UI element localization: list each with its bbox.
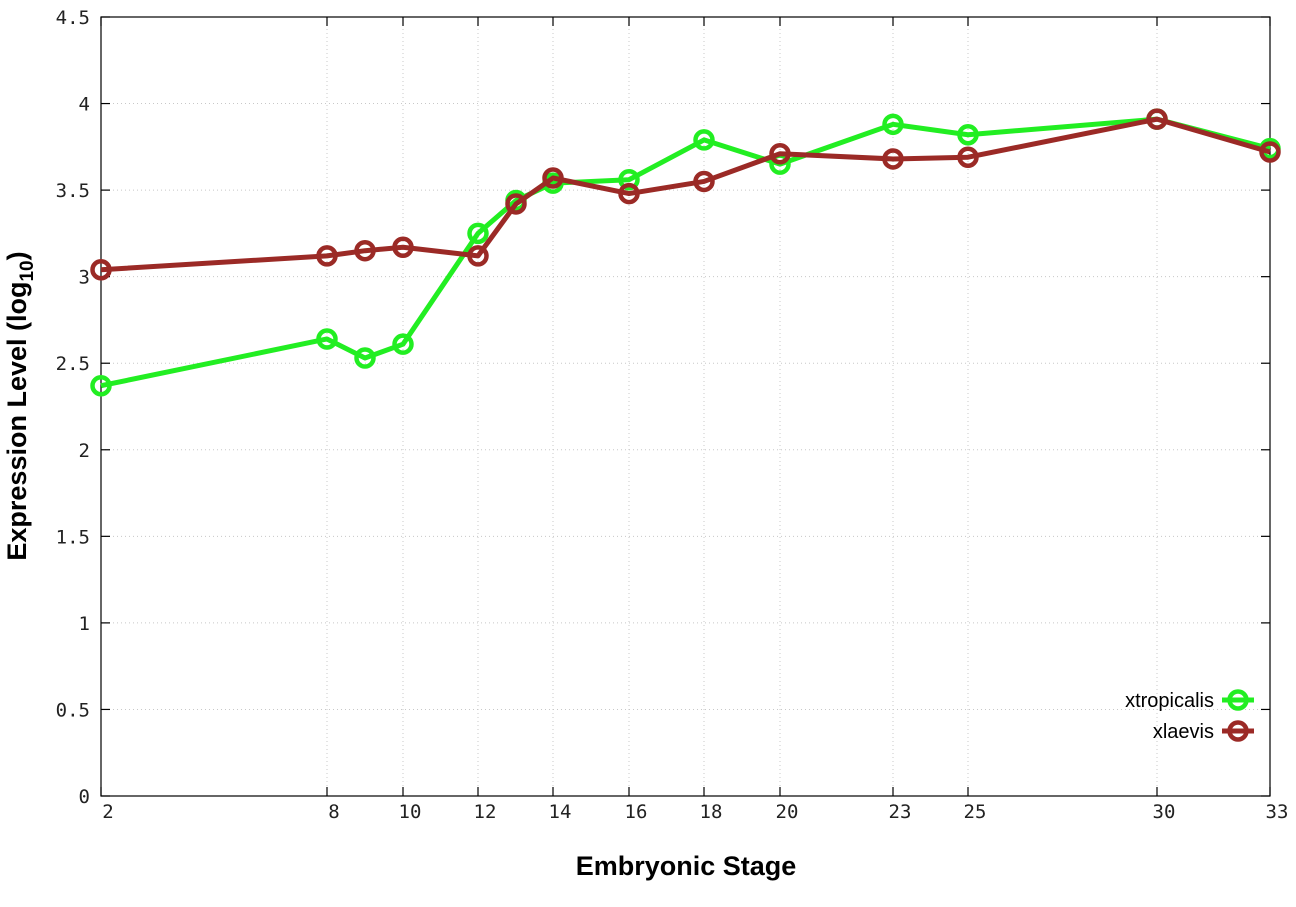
data-point-xtropicalis [467, 222, 489, 245]
series-line-xlaevis [100, 116, 1271, 273]
data-point-xtropicalis [316, 328, 338, 350]
y-tick-label: 4.5 [56, 7, 90, 29]
data-point-xlaevis [542, 167, 564, 189]
legend-swatch-marker-xtropicalis [1227, 689, 1249, 711]
data-point-xtropicalis [882, 113, 904, 136]
y-tick-label: 2.5 [56, 353, 90, 375]
data-point-xtropicalis [957, 123, 979, 146]
y-tick-label: 2 [79, 440, 90, 462]
y-axis-title-main: Expression Level (log [2, 282, 32, 561]
series-layer [90, 108, 1281, 397]
x-tick-label: 33 [1266, 801, 1289, 823]
data-point-xlaevis [769, 143, 791, 165]
y-tick-label: 0.5 [56, 699, 90, 721]
y-tick-label: 4 [79, 94, 90, 116]
y-axis-title-close: ) [2, 251, 32, 260]
data-point-xlaevis [467, 245, 489, 267]
legend-swatch-marker-xlaevis [1227, 720, 1249, 742]
data-point-xlaevis [957, 146, 979, 168]
data-point-xlaevis [1146, 108, 1168, 130]
x-tick-label: 25 [964, 801, 987, 823]
y-axis-title-subscript: 10 [17, 260, 38, 281]
y-tick-label: 0 [79, 786, 90, 808]
grid-lines [101, 17, 1270, 796]
x-tick-label: 12 [474, 801, 497, 823]
data-point-xlaevis [882, 148, 904, 170]
x-tick-label: 20 [776, 801, 799, 823]
data-point-xlaevis [90, 258, 112, 281]
x-axis-title: Embryonic Stage [576, 851, 797, 881]
x-tick-label: 10 [399, 801, 422, 823]
legend-label-xtropicalis: xtropicalis [1125, 690, 1214, 712]
y-tick-label: 1.5 [56, 526, 90, 548]
data-point-xlaevis [392, 236, 414, 258]
legend: xtropicalis xlaevis [1125, 689, 1254, 743]
legend-entry-xtropicalis: xtropicalis [1125, 689, 1254, 712]
data-point-xlaevis [1259, 141, 1281, 163]
x-tick-label: 2 [102, 801, 113, 823]
x-tick-label: 14 [549, 801, 572, 823]
x-tick-label: 30 [1153, 801, 1176, 823]
data-point-xlaevis [316, 245, 338, 267]
data-point-xtropicalis [392, 333, 414, 355]
data-point-xtropicalis [354, 347, 376, 369]
legend-label-xlaevis: xlaevis [1153, 721, 1214, 743]
x-tick-label: 18 [700, 801, 723, 823]
y-tick-label: 1 [79, 613, 90, 635]
x-tick-label: 23 [889, 801, 912, 823]
y-axis-title: Expression Level (log10) [2, 251, 38, 560]
y-tick-label: 3.5 [56, 180, 90, 202]
series-line-xtropicalis [100, 116, 1271, 389]
data-point-xlaevis [505, 193, 527, 215]
x-tick-label: 8 [328, 801, 339, 823]
plot-frame [100, 16, 1271, 797]
x-tick-label: 16 [625, 801, 648, 823]
data-point-xlaevis [618, 182, 640, 205]
data-point-xtropicalis [693, 129, 715, 151]
data-point-xlaevis [693, 170, 715, 193]
series-xtropicalis [90, 108, 1281, 397]
data-point-xlaevis [354, 239, 376, 262]
y-tick-label: 3 [79, 267, 90, 289]
data-point-xtropicalis [90, 374, 112, 397]
legend-entry-xlaevis: xlaevis [1153, 720, 1254, 743]
series-xlaevis [90, 108, 1281, 281]
data-point-xtropicalis [618, 168, 640, 191]
